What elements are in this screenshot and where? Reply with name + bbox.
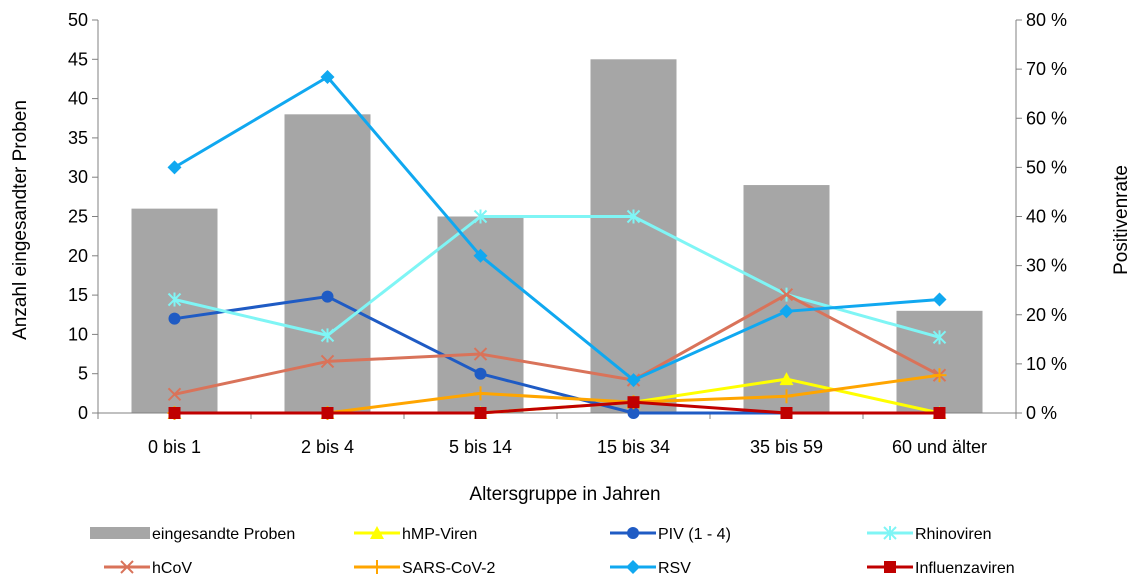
bar-5-bis-14: [437, 216, 524, 413]
x-axis-title: Altersgruppe in Jahren: [469, 484, 660, 505]
x-tick-label: 0 bis 1: [148, 437, 201, 457]
legend-label: eingesandte Proben: [152, 526, 295, 543]
legend-marker: [627, 527, 639, 539]
series-rsv: [167, 69, 947, 388]
legend-marker: [626, 560, 640, 574]
series-point: [321, 290, 334, 303]
x-tick-label: 60 und älter: [892, 437, 987, 457]
legend-label: SARS-CoV-2: [402, 560, 495, 577]
series-point: [932, 330, 947, 345]
y2-tick-label: 80 %: [1026, 10, 1067, 30]
legend-label: hCoV: [152, 560, 192, 577]
series-point: [779, 389, 794, 404]
legend-label: hMP-Viren: [402, 526, 477, 543]
x-tick-label: 2 bis 4: [301, 437, 354, 457]
series-point: [168, 407, 181, 419]
legend: eingesandte Proben hMP-Viren PIV (1 - 4) Rh…: [90, 526, 1015, 577]
legend-label: PIV (1 - 4): [658, 526, 731, 543]
legend-item-influenzaviren: Influenzaviren: [867, 560, 1015, 577]
bar-2-bis-4: [284, 114, 371, 413]
y2-tick-label: 50 %: [1026, 157, 1067, 177]
series-point: [932, 292, 947, 307]
series-point: [167, 292, 182, 307]
series-point: [780, 407, 793, 419]
y-tick-label: 25: [68, 207, 88, 227]
x-tick-label: 35 bis 59: [750, 437, 823, 457]
legend-label: RSV: [658, 560, 691, 577]
bar-15-bis-34: [590, 59, 677, 414]
series-point: [320, 69, 335, 84]
y-tick-label: 0: [78, 403, 88, 423]
legend-marker: [883, 526, 897, 540]
series-point: [167, 160, 182, 175]
y-tick-label: 10: [68, 324, 88, 344]
legend-item-eingesandte-proben: eingesandte Proben: [90, 526, 295, 543]
axes-layer: [92, 19, 1022, 419]
legend-marker: [884, 561, 896, 573]
series-line: [174, 215, 940, 339]
series-point: [473, 347, 488, 361]
series-point: [627, 407, 640, 419]
legend-item-hcov: hCoV: [104, 560, 192, 577]
series-point: [933, 407, 946, 419]
y-tick-label: 45: [68, 49, 88, 69]
bar-60-und-lter: [896, 310, 983, 413]
y2-tick-label: 0 %: [1026, 403, 1057, 423]
y2-tick-label: 60 %: [1026, 108, 1067, 128]
x-tick-label: 15 bis 34: [597, 437, 670, 457]
series-point: [473, 248, 488, 263]
series-point: [167, 387, 182, 402]
legend-item-sars-cov-2: SARS-CoV-2: [354, 560, 495, 577]
lines-layer: [167, 69, 947, 420]
legend-marker: [370, 526, 384, 539]
legend-label: Influenzaviren: [915, 560, 1015, 577]
legend-item-piv-1-4: PIV (1 - 4): [610, 526, 731, 543]
y-tick-label: 35: [68, 128, 88, 148]
series-point: [320, 328, 335, 343]
y-axis-title: Anzahl eingesandter Proben: [10, 100, 31, 340]
legend-item-rsv: RSV: [610, 560, 691, 577]
legend-marker: [370, 560, 384, 574]
legend-marker: [120, 560, 134, 574]
series-line: [173, 75, 940, 382]
y-tick-label: 40: [68, 89, 88, 109]
series-point: [779, 287, 794, 302]
legend-swatch: [90, 527, 150, 539]
y-tick-label: 50: [68, 10, 88, 30]
series-point: [627, 396, 640, 409]
y2-tick-label: 10 %: [1026, 354, 1067, 374]
y2-tick-label: 70 %: [1026, 59, 1067, 79]
series-point: [779, 304, 794, 319]
series-point: [473, 386, 488, 401]
series-line: [174, 400, 940, 415]
series-point: [474, 407, 487, 419]
bars-layer: [131, 59, 983, 414]
ticks-layer: 0 5 10 15 20 25 30 35 40 45 50 0 % 10 % 20 % 30 % 40 % 5…: [68, 10, 1067, 457]
series-influenzaviren: [168, 396, 946, 419]
legend-item-hmp-viren: hMP-Viren: [354, 526, 477, 543]
bar-0-bis-1: [131, 208, 218, 413]
y2-tick-label: 20 %: [1026, 305, 1067, 325]
y-tick-label: 20: [68, 246, 88, 266]
y2-tick-label: 30 %: [1026, 256, 1067, 276]
series-point: [932, 368, 947, 383]
series-point: [473, 209, 488, 224]
legend-label: Rhinoviren: [915, 526, 991, 543]
series-point: [168, 312, 181, 325]
series-point: [474, 367, 487, 380]
series-point: [626, 373, 641, 388]
x-tick-label: 5 bis 14: [449, 437, 512, 457]
y-tick-label: 5: [78, 364, 88, 384]
y-tick-label: 15: [68, 285, 88, 305]
series-point: [321, 407, 334, 419]
y2-axis-title: Positivenrate: [1111, 165, 1132, 275]
series-point: [626, 209, 641, 224]
series-point: [779, 372, 794, 386]
series-point: [320, 354, 335, 369]
legend-item-rhinoviren: Rhinoviren: [867, 526, 991, 543]
y2-tick-label: 40 %: [1026, 207, 1067, 227]
y-tick-label: 30: [68, 167, 88, 187]
